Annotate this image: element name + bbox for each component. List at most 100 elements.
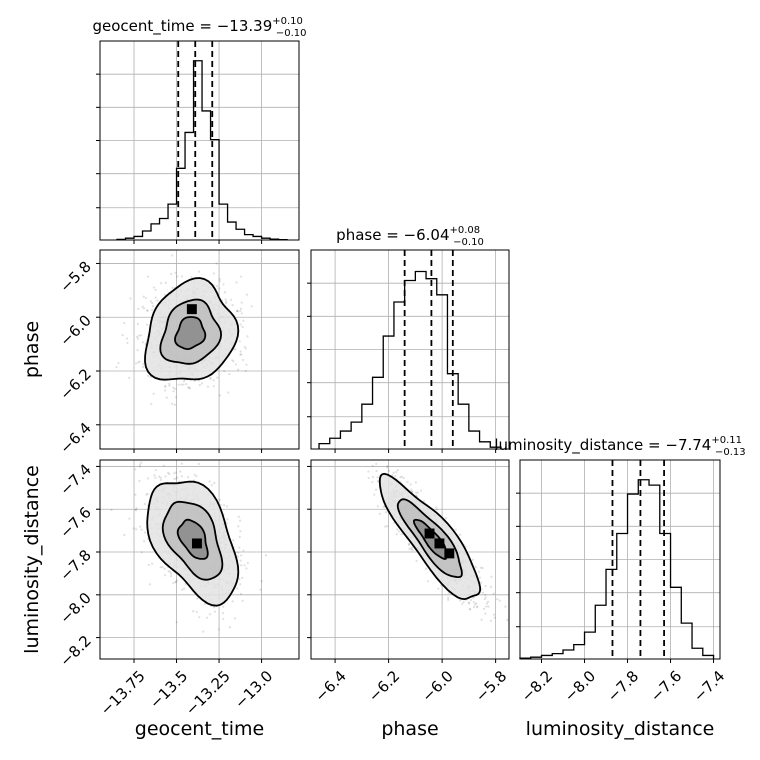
sample-point <box>472 606 476 609</box>
sample-point <box>218 279 221 283</box>
sample-point <box>424 567 428 570</box>
sample-point <box>232 539 235 542</box>
sample-point <box>164 385 167 388</box>
sample-point <box>147 374 150 378</box>
title-name: luminosity_distance = −7.74 <box>494 436 711 455</box>
sample-point <box>159 478 163 481</box>
sample-point <box>217 628 221 631</box>
sample-point <box>396 468 400 472</box>
sample-point <box>187 386 190 389</box>
sample-point <box>182 380 186 383</box>
sample-point <box>210 484 213 487</box>
sample-point <box>152 286 155 289</box>
sample-point <box>198 616 201 619</box>
x-tick-label: −13.0 <box>231 667 276 712</box>
sample-point <box>396 528 399 531</box>
sample-point <box>174 580 177 584</box>
sample-point <box>376 505 380 508</box>
sample-point <box>422 499 426 503</box>
sample-point <box>231 600 234 603</box>
sample-point <box>504 605 507 608</box>
sample-point <box>222 617 225 621</box>
sample-point <box>224 298 227 301</box>
sample-point <box>486 600 490 603</box>
sample-point <box>238 546 241 549</box>
sample-point <box>193 473 196 476</box>
density-peak <box>424 528 435 539</box>
sample-point <box>143 502 146 506</box>
sample-point <box>239 310 242 313</box>
sample-point <box>467 601 470 604</box>
sample-point <box>180 475 184 478</box>
hist-panel-geocent_time: geocent_time = −13.39+0.10 −0.10 <box>92 16 307 244</box>
sample-point <box>492 613 496 616</box>
sample-point <box>228 373 231 376</box>
sample-point <box>435 508 439 511</box>
sample-point <box>409 483 412 486</box>
sample-point <box>484 593 487 596</box>
sample-point <box>245 293 249 296</box>
sample-point <box>215 262 218 265</box>
panel-content <box>367 452 509 623</box>
sample-point <box>215 285 219 288</box>
sample-point <box>479 566 483 569</box>
y-tick-label: −8.0 <box>56 589 94 627</box>
sample-point <box>402 476 405 480</box>
sample-point <box>485 602 489 605</box>
sample-point <box>239 353 242 356</box>
density-peak <box>191 538 202 549</box>
sample-point <box>239 519 242 522</box>
sample-point <box>208 480 211 483</box>
sample-point <box>242 319 245 322</box>
sample-point <box>156 299 159 302</box>
sample-point <box>237 551 240 554</box>
scatter-panel-phase-luminosity_distance: −6.4 −6.2 −6.0 −5.8 <box>307 452 510 706</box>
sample-point <box>234 348 237 351</box>
sample-point <box>473 603 477 606</box>
sample-point <box>138 360 141 363</box>
contour-line <box>176 518 209 560</box>
sample-point <box>146 492 149 495</box>
sample-point <box>135 528 138 531</box>
y-tick-label: −7.8 <box>56 546 94 584</box>
sample-point <box>182 383 185 386</box>
sample-point <box>169 574 172 578</box>
sample-point <box>241 358 245 362</box>
sample-point <box>141 305 144 308</box>
sample-point <box>149 300 153 303</box>
x-axis-label: phase <box>381 718 438 740</box>
y-tick-label: −8.2 <box>56 632 94 670</box>
scatter-panel-geocent_time-luminosity_distance: −13.75−13.5−13.25−13.0−8.2−8.0−7.8−7.6−7… <box>56 459 300 719</box>
sample-point <box>213 481 216 485</box>
sample-point <box>158 475 161 478</box>
sample-point <box>245 567 248 570</box>
sample-point <box>123 533 126 537</box>
sample-point <box>128 376 131 379</box>
sample-point <box>233 617 236 620</box>
sample-point <box>481 566 484 570</box>
sample-point <box>161 566 164 569</box>
contour-line <box>144 277 240 381</box>
sample-point <box>236 310 239 313</box>
sample-point <box>496 598 499 601</box>
sample-point <box>151 305 155 308</box>
sample-point <box>117 361 120 365</box>
sample-point <box>123 321 126 325</box>
sample-point <box>236 555 240 558</box>
sample-point <box>474 565 477 568</box>
hist-panel-luminosity_distance: −8.2 −8.0 −7.8 −7.6 −7.4 luminosity_distance … <box>494 435 745 706</box>
sample-point <box>378 452 380 454</box>
sample-point <box>384 511 388 514</box>
sample-point <box>115 366 118 369</box>
sample-point <box>151 308 154 312</box>
density-fill <box>175 317 206 350</box>
sample-point <box>397 530 401 533</box>
sample-point <box>410 488 413 491</box>
sample-point <box>173 472 176 475</box>
sample-point <box>168 472 171 476</box>
sample-point <box>134 362 138 365</box>
sample-point <box>395 470 398 474</box>
sample-point <box>140 528 143 531</box>
sample-point <box>374 488 378 491</box>
sample-point <box>142 363 145 366</box>
